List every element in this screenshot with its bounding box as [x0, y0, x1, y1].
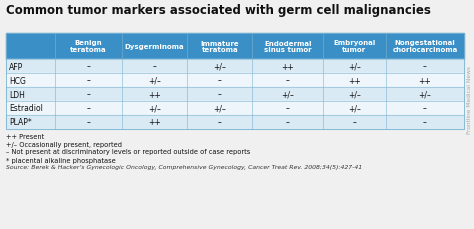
Text: +/–: +/– — [213, 62, 226, 71]
Text: Estradiol: Estradiol — [9, 104, 43, 113]
Bar — [6, 101, 464, 115]
Text: LDH: LDH — [9, 90, 25, 99]
Text: Endodermal
sinus tumor: Endodermal sinus tumor — [264, 40, 311, 53]
Text: ++: ++ — [281, 62, 294, 71]
Text: +/–: +/– — [348, 104, 361, 113]
Text: +/–: +/– — [348, 62, 361, 71]
Text: –: – — [87, 104, 91, 113]
Text: * placental alkaline phosphatase: * placental alkaline phosphatase — [6, 157, 116, 163]
Text: Source: Berek & Hacker’s Gynecologic Oncology, Comprehensive Gynecology, Cancer : Source: Berek & Hacker’s Gynecologic Onc… — [6, 164, 362, 169]
Text: Immature
teratoma: Immature teratoma — [201, 40, 239, 53]
Bar — [6, 74, 464, 88]
Text: Frontline Medical News: Frontline Medical News — [467, 66, 473, 134]
Text: –: – — [423, 104, 427, 113]
Text: –: – — [153, 62, 156, 71]
Text: –: – — [286, 118, 290, 127]
Text: HCG: HCG — [9, 76, 26, 85]
Text: PLAP*: PLAP* — [9, 118, 32, 127]
Text: +/–: +/– — [148, 76, 161, 85]
Bar — [6, 88, 464, 101]
Text: +/–: +/– — [281, 90, 294, 99]
Text: Dysgerminoma: Dysgerminoma — [125, 44, 184, 50]
Text: +/–: +/– — [419, 90, 431, 99]
Text: Common tumor markers associated with germ cell malignancies: Common tumor markers associated with ger… — [6, 4, 431, 17]
Bar — [6, 34, 464, 60]
Text: –: – — [218, 118, 222, 127]
Text: –: – — [423, 118, 427, 127]
Text: Nongestational
choriocarcinoma: Nongestational choriocarcinoma — [392, 40, 457, 53]
Text: +/–: +/– — [348, 90, 361, 99]
Text: –: – — [286, 104, 290, 113]
Text: ++: ++ — [148, 90, 161, 99]
Text: Benign
teratoma: Benign teratoma — [70, 40, 107, 53]
Bar — [6, 115, 464, 129]
Text: AFP: AFP — [9, 62, 23, 71]
Text: Embryonal
tumor: Embryonal tumor — [333, 40, 375, 53]
Text: –: – — [218, 90, 222, 99]
Text: –: – — [87, 76, 91, 85]
Text: –: – — [87, 90, 91, 99]
Text: –: – — [423, 62, 427, 71]
Text: ++ Present: ++ Present — [6, 134, 44, 139]
Text: –: – — [353, 118, 356, 127]
Text: –: – — [218, 76, 222, 85]
Text: – Not present at discriminatory levels or reported outside of case reports: – Not present at discriminatory levels o… — [6, 148, 250, 154]
Text: –: – — [87, 62, 91, 71]
Bar — [6, 34, 464, 129]
Text: ++: ++ — [148, 118, 161, 127]
Text: +/– Occasionally present, reported: +/– Occasionally present, reported — [6, 141, 122, 147]
Text: ++: ++ — [348, 76, 361, 85]
Text: ++: ++ — [419, 76, 431, 85]
Text: –: – — [286, 76, 290, 85]
Text: +/–: +/– — [213, 104, 226, 113]
Bar — [6, 60, 464, 74]
Text: +/–: +/– — [148, 104, 161, 113]
Text: –: – — [87, 118, 91, 127]
